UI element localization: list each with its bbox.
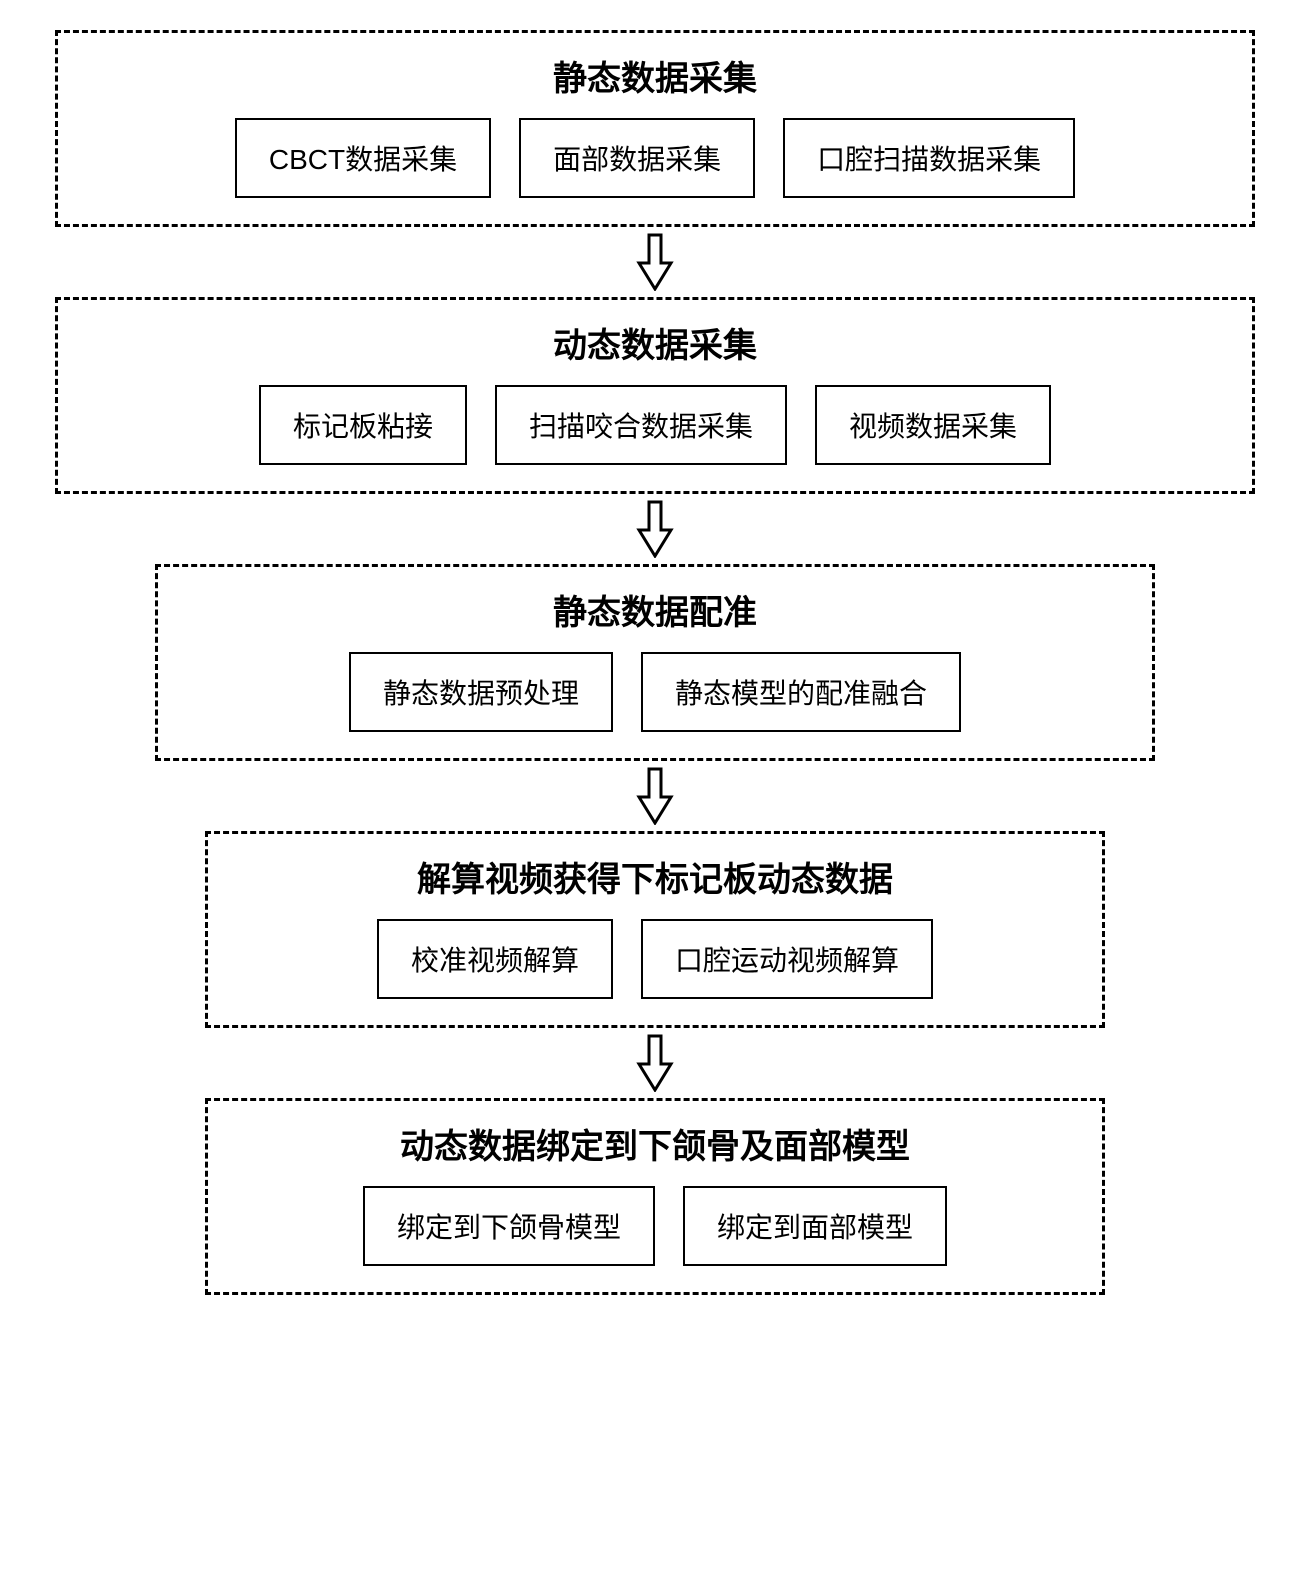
box-static-fusion: 静态模型的配准融合: [641, 652, 961, 732]
box-oral-motion-video: 口腔运动视频解算: [641, 919, 933, 999]
stage-title: 动态数据绑定到下颌骨及面部模型: [400, 1119, 910, 1168]
box-bind-face: 绑定到面部模型: [683, 1186, 947, 1266]
box-cbct: CBCT数据采集: [235, 118, 491, 198]
stage-dynamic-binding: 动态数据绑定到下颌骨及面部模型 绑定到下颌骨模型 绑定到面部模型: [205, 1098, 1105, 1295]
stage-static-registration: 静态数据配准 静态数据预处理 静态模型的配准融合: [155, 564, 1155, 761]
stage-title: 静态数据配准: [553, 585, 757, 634]
arrow-down-icon: [635, 767, 675, 825]
box-face-data: 面部数据采集: [519, 118, 755, 198]
stage-row: 标记板粘接 扫描咬合数据采集 视频数据采集: [259, 385, 1051, 465]
stage-row: 静态数据预处理 静态模型的配准融合: [349, 652, 961, 732]
stage-video-solve: 解算视频获得下标记板动态数据 校准视频解算 口腔运动视频解算: [205, 831, 1105, 1028]
arrow-down-icon: [635, 500, 675, 558]
box-bind-mandible: 绑定到下颌骨模型: [363, 1186, 655, 1266]
box-marker-bond: 标记板粘接: [259, 385, 467, 465]
stage-row: CBCT数据采集 面部数据采集 口腔扫描数据采集: [235, 118, 1075, 198]
box-static-preprocess: 静态数据预处理: [349, 652, 613, 732]
stage-row: 校准视频解算 口腔运动视频解算: [377, 919, 933, 999]
stage-row: 绑定到下颌骨模型 绑定到面部模型: [363, 1186, 947, 1266]
stage-title: 静态数据采集: [553, 51, 757, 100]
arrow-down-icon: [635, 233, 675, 291]
box-calib-video: 校准视频解算: [377, 919, 613, 999]
box-video-data: 视频数据采集: [815, 385, 1051, 465]
box-oral-scan: 口腔扫描数据采集: [783, 118, 1075, 198]
stage-title: 动态数据采集: [553, 318, 757, 367]
stage-static-data-collection: 静态数据采集 CBCT数据采集 面部数据采集 口腔扫描数据采集: [55, 30, 1255, 227]
stage-dynamic-data-collection: 动态数据采集 标记板粘接 扫描咬合数据采集 视频数据采集: [55, 297, 1255, 494]
box-occlusion-scan: 扫描咬合数据采集: [495, 385, 787, 465]
arrow-down-icon: [635, 1034, 675, 1092]
stage-title: 解算视频获得下标记板动态数据: [417, 852, 893, 901]
